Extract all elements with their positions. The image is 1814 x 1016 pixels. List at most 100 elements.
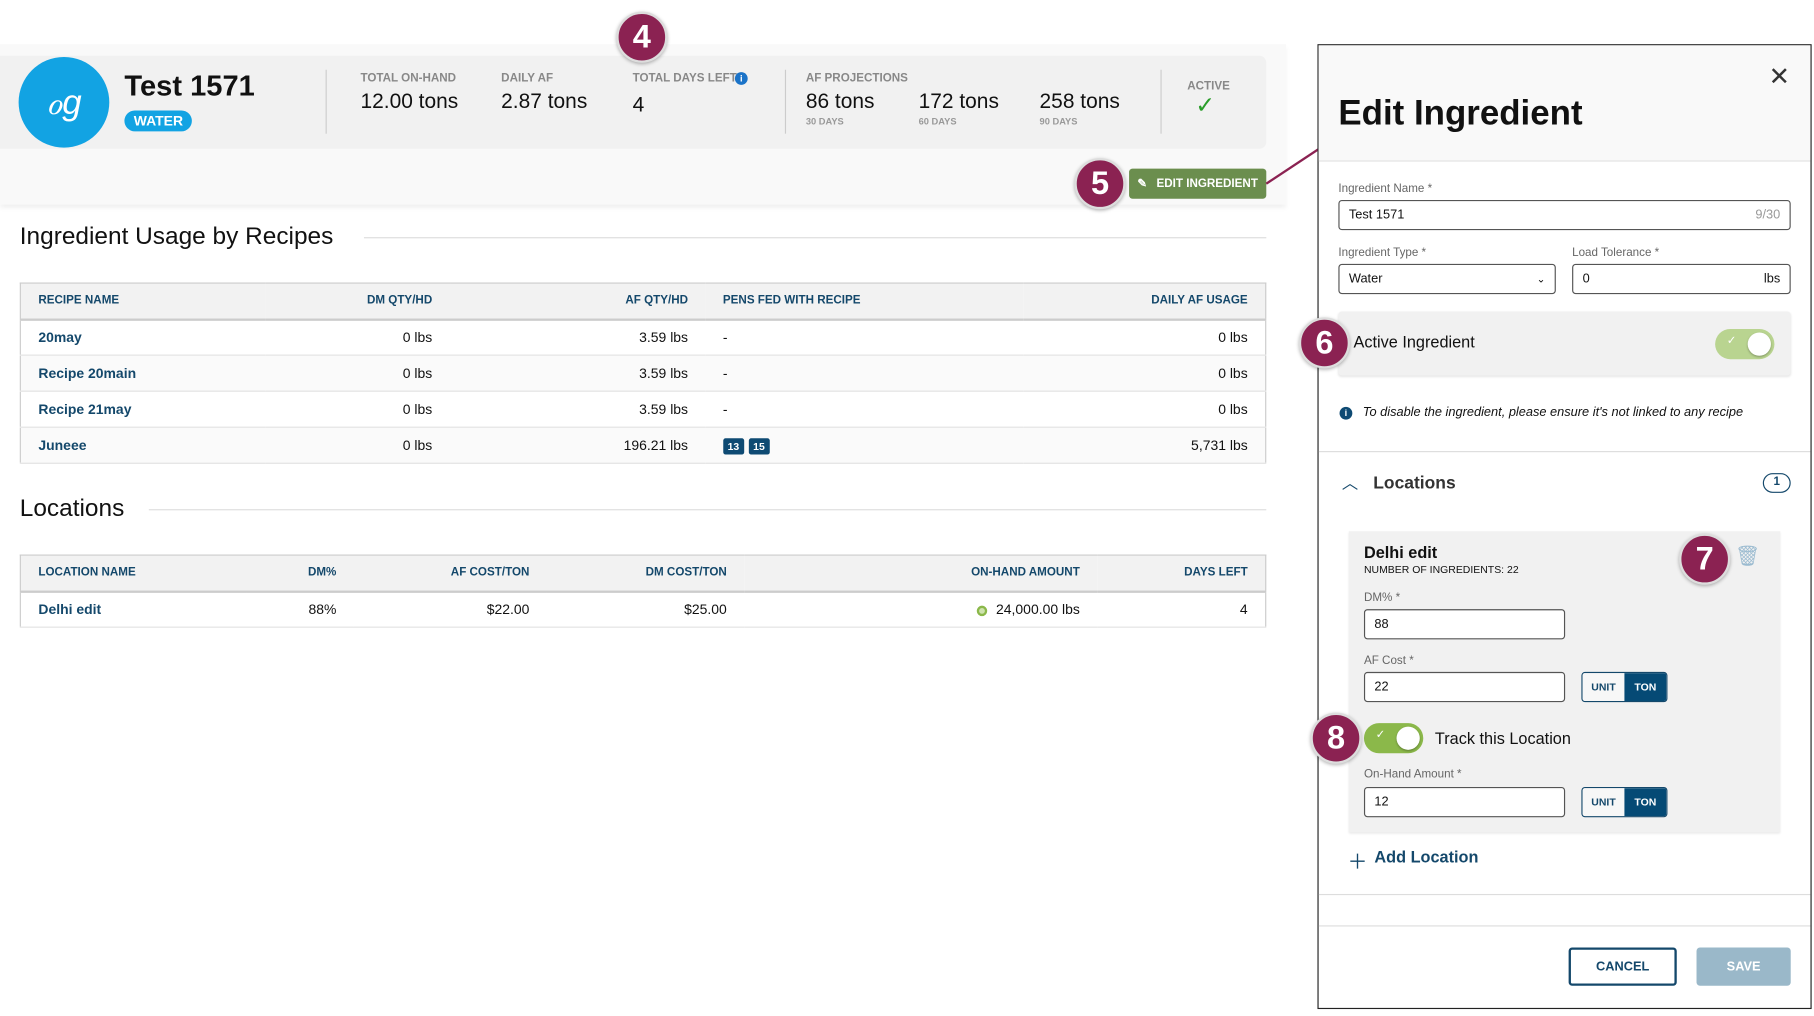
stat-label: AF PROJECTIONS bbox=[805, 72, 908, 85]
input-value: 12 bbox=[1374, 795, 1389, 810]
annotation-badge: 5 bbox=[1074, 158, 1126, 210]
track-location-toggle[interactable]: ✓ bbox=[1363, 723, 1424, 754]
recipe-link[interactable]: Recipe 21may bbox=[20, 391, 266, 428]
cell: 0 lbs bbox=[1022, 391, 1266, 428]
pencil-icon: ✎ bbox=[1137, 177, 1148, 191]
cell: 0 lbs bbox=[1022, 319, 1266, 356]
divider bbox=[325, 69, 327, 134]
projection-value: 258 tons bbox=[1039, 89, 1120, 113]
column-header: PENS FED WITH RECIPE bbox=[705, 283, 1023, 321]
divider bbox=[148, 509, 1267, 511]
stats-card bbox=[0, 55, 1267, 149]
location-link[interactable]: Delhi edit bbox=[20, 591, 247, 628]
divider bbox=[1318, 451, 1811, 453]
column-header: AF QTY/HD bbox=[449, 283, 706, 321]
column-header: DAYS LEFT bbox=[1097, 555, 1266, 593]
check-icon: ✓ bbox=[1375, 728, 1386, 742]
cancel-button[interactable]: CANCEL bbox=[1568, 947, 1677, 986]
toggle-knob bbox=[1396, 726, 1420, 750]
load-tolerance-input[interactable]: 0 lbs bbox=[1572, 263, 1791, 295]
column-header: AF COST/TON bbox=[353, 555, 547, 593]
edit-ingredient-label: EDIT INGREDIENT bbox=[1156, 177, 1258, 191]
divider bbox=[1318, 925, 1811, 927]
stat-value: 12.00 tons bbox=[360, 89, 459, 113]
cell: 4 bbox=[1097, 591, 1266, 628]
ton-option[interactable]: TON bbox=[1624, 788, 1667, 817]
divider bbox=[1318, 893, 1811, 896]
locations-count-badge: 1 bbox=[1762, 473, 1791, 493]
pen-tag[interactable]: 13 bbox=[722, 437, 744, 454]
cell: 0 lbs bbox=[265, 427, 450, 464]
edit-ingredient-button[interactable]: ✎ EDIT INGREDIENT bbox=[1129, 168, 1267, 199]
cell: 196.21 lbs bbox=[449, 427, 706, 464]
projection-period: 60 DAYS bbox=[918, 116, 957, 127]
pen-tag[interactable]: 15 bbox=[748, 437, 770, 454]
cell: - bbox=[705, 355, 1023, 392]
ingredient-type-select[interactable]: Water ⌄ bbox=[1338, 263, 1556, 295]
active-ingredient-toggle[interactable]: ✓ bbox=[1715, 328, 1775, 360]
active-ingredient-row: Active Ingredient ✓ bbox=[1338, 311, 1791, 376]
water-drops-icon: ℴg bbox=[18, 56, 110, 148]
chevron-down-icon: ⌄ bbox=[1536, 272, 1546, 285]
stat-label: TOTAL ON-HAND bbox=[360, 72, 457, 85]
locations-header[interactable]: Locations bbox=[1373, 473, 1456, 493]
ingredient-name-input[interactable]: Test 1571 9/30 bbox=[1338, 199, 1791, 231]
info-icon[interactable]: i bbox=[734, 72, 748, 85]
location-name: Delhi edit bbox=[1363, 542, 1438, 562]
af-cost-input[interactable]: 22 bbox=[1363, 671, 1566, 703]
type-badge: WATER bbox=[124, 110, 193, 132]
trash-icon[interactable]: 🗑 bbox=[1734, 545, 1761, 568]
input-value: 0 bbox=[1582, 272, 1590, 286]
dm-input[interactable]: 88 bbox=[1363, 609, 1566, 640]
info-icon: i bbox=[1339, 406, 1353, 420]
check-icon: ✓ bbox=[1195, 93, 1215, 119]
recipe-link[interactable]: 20may bbox=[20, 319, 266, 356]
table-row: Recipe 21may 0 lbs 3.59 lbs -0 lbs bbox=[20, 391, 1266, 428]
cell: 24,000.00 lbs bbox=[996, 601, 1080, 618]
unit-option[interactable]: UNIT bbox=[1582, 788, 1625, 817]
cell: 3.59 lbs bbox=[449, 319, 706, 356]
plus-icon[interactable]: ＋ bbox=[1347, 850, 1368, 874]
recipe-link[interactable]: Recipe 20main bbox=[20, 355, 266, 392]
locations-title: Locations bbox=[19, 495, 125, 522]
chevron-up-icon[interactable]: ︿ bbox=[1341, 473, 1359, 492]
dm-label: DM% * bbox=[1363, 591, 1401, 605]
annotation-badge: 7 bbox=[1679, 533, 1731, 585]
status-dot-icon bbox=[976, 605, 987, 616]
cell: 88% bbox=[246, 591, 354, 628]
toggle-knob bbox=[1747, 332, 1771, 356]
column-header: DAILY AF USAGE bbox=[1022, 283, 1266, 321]
projection-value: 172 tons bbox=[918, 89, 999, 113]
unit-option[interactable]: UNIT bbox=[1582, 673, 1625, 701]
table-row: Juneee 0 lbs 196.21 lbs 13 15 5,731 lbs bbox=[20, 427, 1266, 464]
check-icon: ✓ bbox=[1726, 334, 1737, 348]
cell: 3.59 lbs bbox=[449, 391, 706, 428]
projection-period: 30 DAYS bbox=[805, 116, 844, 127]
save-button[interactable]: SAVE bbox=[1696, 947, 1791, 986]
type-label: Ingredient Type * bbox=[1338, 246, 1427, 260]
stat-label: TOTAL DAYS LEFT bbox=[632, 72, 737, 85]
location-card: Delhi edit NUMBER OF INGREDIENTS: 22 🗑 D… bbox=[1348, 531, 1781, 833]
panel-header bbox=[1318, 45, 1811, 162]
cell: $25.00 bbox=[546, 591, 745, 628]
onhand-input[interactable]: 12 bbox=[1363, 787, 1566, 818]
recipe-link[interactable]: Juneee bbox=[20, 427, 266, 464]
divider bbox=[1160, 69, 1162, 134]
usage-title: Ingredient Usage by Recipes bbox=[19, 223, 334, 250]
stat-value: 4 bbox=[632, 93, 645, 117]
af-cost-label: AF Cost * bbox=[1363, 654, 1414, 668]
active-label: ACTIVE bbox=[1187, 80, 1230, 93]
input-value: 22 bbox=[1374, 680, 1389, 695]
location-sub: NUMBER OF INGREDIENTS: 22 bbox=[1363, 563, 1519, 576]
ingredient-title: Test 1571 bbox=[124, 69, 255, 103]
table-row: Recipe 20main 0 lbs 3.59 lbs -0 lbs bbox=[20, 355, 1266, 392]
annotation-badge: 8 bbox=[1310, 712, 1362, 764]
panel-title: Edit Ingredient bbox=[1338, 94, 1583, 133]
ton-option[interactable]: TON bbox=[1624, 673, 1667, 701]
usage-table: RECIPE NAME DM QTY/HD AF QTY/HD PENS FED… bbox=[19, 282, 1267, 464]
add-location-button[interactable]: Add Location bbox=[1374, 847, 1479, 867]
stat-value: 2.87 tons bbox=[501, 89, 588, 113]
column-header: DM COST/TON bbox=[546, 555, 745, 593]
stat-label: DAILY AF bbox=[501, 72, 554, 85]
close-icon[interactable]: ✕ bbox=[1768, 61, 1791, 91]
